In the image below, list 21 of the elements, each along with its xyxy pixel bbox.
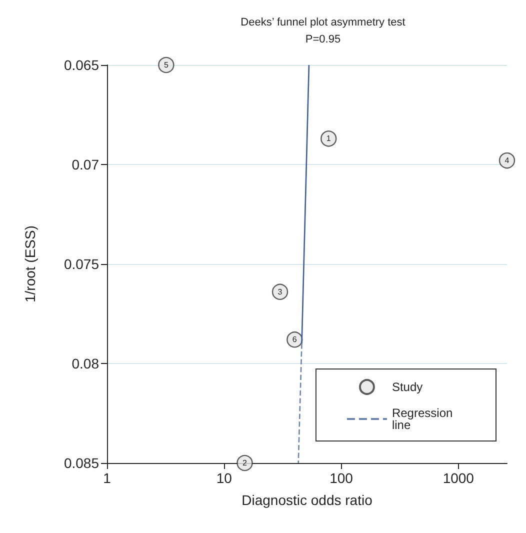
annotation: 3 bbox=[278, 287, 283, 296]
annotation: 6 bbox=[292, 335, 298, 344]
y-tick-label: 0.08 bbox=[72, 356, 100, 372]
y-tick-label: 0.07 bbox=[72, 156, 100, 172]
annotation: 5 bbox=[164, 60, 169, 70]
chart-subtitle: P=0.95 bbox=[305, 34, 341, 46]
y-axis-title: 1/root (ESS) bbox=[22, 225, 38, 303]
annotation: 1 bbox=[326, 134, 332, 144]
annotation: 2 bbox=[242, 458, 248, 468]
y-tick-label: 0.075 bbox=[64, 256, 100, 272]
legend-label: Regression line bbox=[392, 406, 456, 432]
y-tick-label: 0.065 bbox=[64, 57, 100, 73]
x-tick-label: 1000 bbox=[442, 470, 474, 486]
x-axis-title: Diagnostic odds ratio bbox=[242, 492, 373, 508]
legend-label: Study bbox=[392, 380, 423, 394]
annotation: 4 bbox=[504, 156, 510, 166]
x-tick-label: 10 bbox=[216, 470, 232, 486]
y-tick-label: 0.085 bbox=[64, 455, 100, 471]
chart-title: Deeks’ funnel plot asymmetry test bbox=[240, 16, 406, 28]
x-tick-label: 1 bbox=[103, 470, 112, 486]
x-tick-label: 100 bbox=[330, 470, 354, 486]
